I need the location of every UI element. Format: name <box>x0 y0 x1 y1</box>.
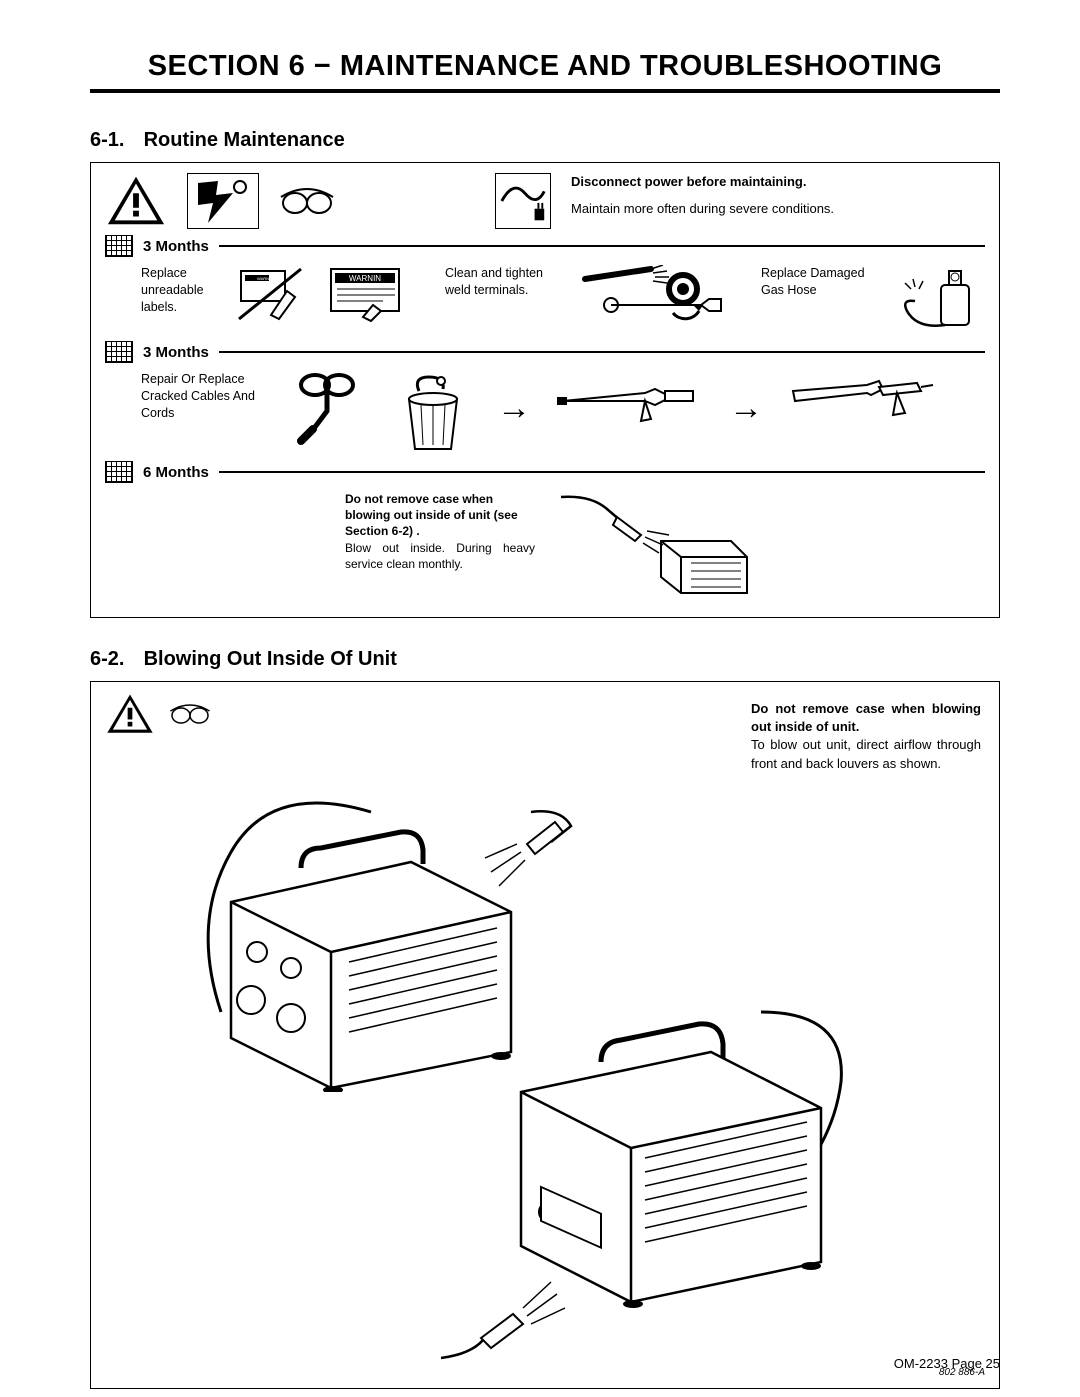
section-title: SECTION 6 − MAINTENANCE AND TROUBLESHOOT… <box>90 50 1000 93</box>
subsection-6-1-title: 6-1. Routine Maintenance <box>90 129 1000 152</box>
interval-divider <box>219 245 985 247</box>
electric-shock-icon <box>187 173 259 229</box>
svg-text:WARNIN: WARNIN <box>349 274 381 283</box>
blowout-unit-icon <box>551 491 751 601</box>
interval-3months-b: 3 Months <box>105 341 985 363</box>
interval-label-a: 3 Months <box>143 238 209 255</box>
sub1-num: 6-1. <box>90 129 138 152</box>
sub1-title: Routine Maintenance <box>144 129 345 151</box>
header-text: Maintain more often during severe condit… <box>571 200 834 219</box>
interval-3months-a: 3 Months <box>105 235 985 257</box>
interval-divider <box>219 471 985 473</box>
interval-divider <box>219 351 985 353</box>
box2-side-text: Do not remove case when blowing out insi… <box>751 700 981 773</box>
arrow-icon: → <box>497 389 531 428</box>
page-footer: OM-2233 Page 25 <box>894 1356 1000 1371</box>
gas-hose-icon <box>897 265 981 335</box>
box2-header <box>105 692 211 736</box>
header-text-block: Disconnect power before maintaining. Mai… <box>571 173 834 219</box>
row2-items: Repair Or Replace Cracked Cables And Cor… <box>141 371 985 455</box>
interval-label-c: 6 Months <box>143 464 209 481</box>
replace-labels-icon: WARNING <box>235 265 307 323</box>
svg-text:WARNING: WARNING <box>257 276 276 281</box>
calendar-icon <box>105 341 133 363</box>
header-bold: Disconnect power before maintaining. <box>571 173 834 192</box>
tig-torch-icon <box>787 371 937 425</box>
box2-bold: Do not remove case when blowing out insi… <box>751 700 981 736</box>
goggles-icon <box>279 185 335 217</box>
goggles-icon <box>169 702 211 726</box>
sub2-title: Blowing Out Inside Of Unit <box>144 648 397 670</box>
labels-text: Replace unreadable labels. <box>141 265 219 316</box>
warning-header-row: Disconnect power before maintaining. Mai… <box>105 173 985 229</box>
interval-6months: 6 Months <box>105 461 985 483</box>
welder-back-diagram <box>431 962 911 1382</box>
row1-items: Replace unreadable labels. WARNING WARNI… <box>141 265 985 335</box>
warning-triangle-icon <box>105 173 167 229</box>
routine-maintenance-box: Disconnect power before maintaining. Mai… <box>90 162 1000 618</box>
warning-label-icon: WARNIN <box>323 265 409 323</box>
mig-gun-icon <box>555 371 705 431</box>
clean-text: Clean and tighten weld terminals. <box>445 265 565 299</box>
subsection-6-2-title: 6-2. Blowing Out Inside Of Unit <box>90 648 1000 671</box>
row3-items: Do not remove case when blowing out insi… <box>345 491 985 601</box>
cables-text: Repair Or Replace Cracked Cables And Cor… <box>141 371 271 422</box>
blowout-warn-text: Blow out inside. During heavy service cl… <box>345 540 535 572</box>
blowout-text-block: Do not remove case when blowing out insi… <box>345 491 535 572</box>
blowing-out-box: Do not remove case when blowing out insi… <box>90 681 1000 1389</box>
hose-text: Replace Damaged Gas Hose <box>761 265 881 299</box>
trash-cable-icon <box>393 371 473 455</box>
disconnect-plug-icon <box>495 173 551 229</box>
box2-text: To blow out unit, direct airflow through… <box>751 736 981 772</box>
blowout-warn-bold: Do not remove case when blowing out insi… <box>345 491 535 540</box>
brush-wrench-icon <box>581 265 731 327</box>
arrow-icon: → <box>729 389 763 428</box>
calendar-icon <box>105 235 133 257</box>
calendar-icon <box>105 461 133 483</box>
interval-label-b: 3 Months <box>143 344 209 361</box>
sub2-num: 6-2. <box>90 648 138 671</box>
electrode-holder-icon <box>287 371 377 445</box>
warning-triangle-icon <box>105 692 155 736</box>
